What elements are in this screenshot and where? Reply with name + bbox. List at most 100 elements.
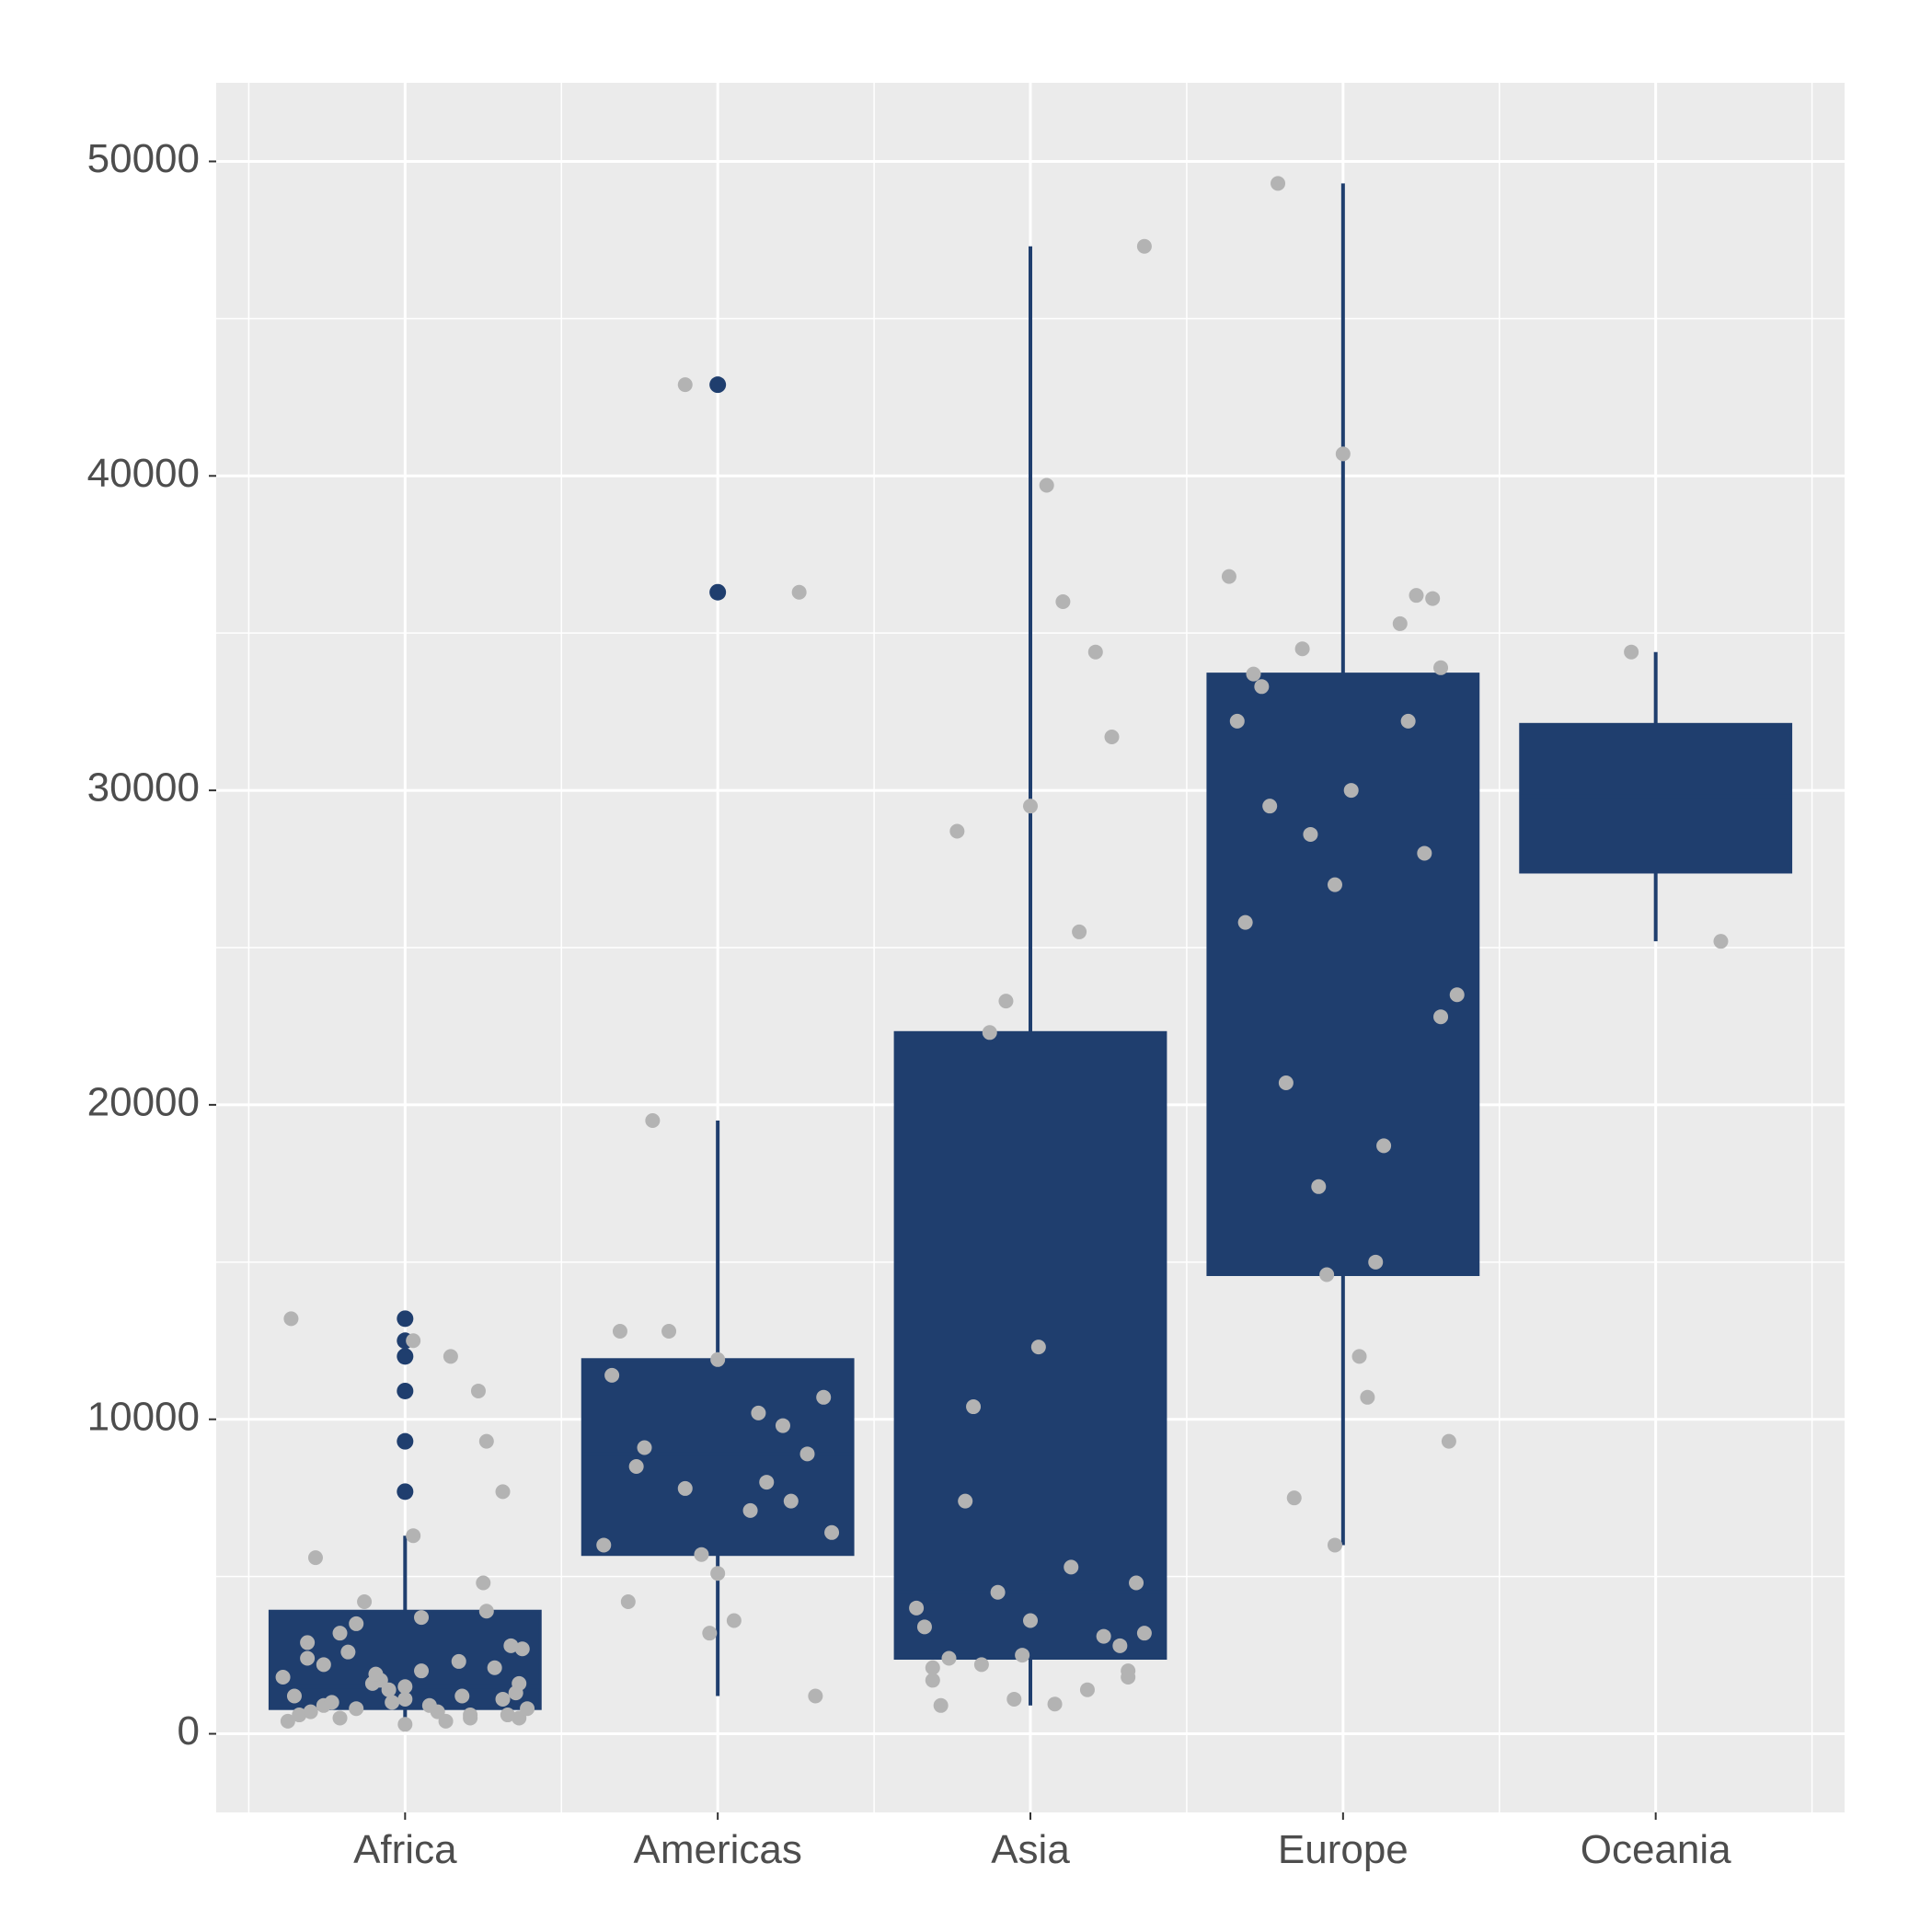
jitter-point	[1040, 478, 1054, 493]
jitter-point	[316, 1657, 331, 1672]
x-tick-label: Americas	[633, 1827, 801, 1872]
jitter-point	[1352, 1349, 1367, 1363]
jitter-point	[1129, 1575, 1144, 1590]
jitter-point	[596, 1537, 611, 1552]
jitter-point	[1097, 1629, 1111, 1644]
jitter-point	[958, 1494, 972, 1509]
jitter-point	[463, 1710, 477, 1725]
jitter-point	[645, 1113, 660, 1128]
jitter-point	[934, 1698, 949, 1713]
jitter-point	[966, 1399, 981, 1414]
jitter-point	[454, 1689, 469, 1704]
jitter-point	[1064, 1559, 1078, 1574]
jitter-point	[496, 1692, 511, 1707]
jitter-point	[304, 1705, 318, 1719]
jitter-point	[397, 1717, 412, 1731]
jitter-point	[974, 1657, 989, 1672]
jitter-point	[661, 1324, 676, 1339]
outlier-point	[397, 1310, 413, 1327]
jitter-point	[1137, 239, 1152, 254]
jitter-point	[1328, 1537, 1342, 1552]
jitter-point	[1442, 1434, 1456, 1449]
jitter-point	[784, 1494, 799, 1509]
jitter-point	[1279, 1075, 1294, 1090]
jitter-point	[1015, 1648, 1029, 1662]
outlier-point	[709, 584, 726, 601]
jitter-point	[500, 1708, 515, 1722]
jitter-point	[991, 1585, 1006, 1600]
jitter-point	[1271, 176, 1285, 190]
y-tick-label: 0	[178, 1708, 200, 1754]
jitter-point	[476, 1575, 490, 1590]
jitter-point	[1319, 1267, 1334, 1282]
jitter-point	[349, 1616, 363, 1631]
jitter-point	[1425, 592, 1440, 606]
jitter-point	[743, 1503, 758, 1518]
box	[895, 1032, 1166, 1658]
jitter-point	[1433, 1009, 1448, 1024]
jitter-point	[1287, 1490, 1302, 1505]
jitter-point	[422, 1698, 437, 1713]
jitter-point	[1238, 915, 1253, 930]
jitter-point	[479, 1434, 494, 1449]
jitter-point	[909, 1601, 924, 1616]
jitter-point	[694, 1547, 708, 1562]
jitter-point	[998, 994, 1013, 1008]
jitter-point	[926, 1673, 940, 1687]
jitter-point	[1222, 569, 1236, 584]
jitter-point	[808, 1689, 822, 1704]
jitter-point	[333, 1710, 348, 1725]
jitter-point	[1137, 1626, 1152, 1640]
jitter-point	[629, 1459, 644, 1474]
jitter-point	[1624, 645, 1639, 660]
jitter-point	[917, 1619, 932, 1634]
jitter-point	[414, 1663, 429, 1678]
jitter-point	[414, 1610, 429, 1625]
jitter-point	[1055, 594, 1070, 609]
jitter-point	[1088, 645, 1103, 660]
jitter-point	[1048, 1696, 1063, 1711]
jitter-point	[792, 585, 807, 600]
jitter-point	[1713, 934, 1728, 949]
jitter-point	[1311, 1179, 1326, 1194]
jitter-point	[406, 1333, 420, 1348]
jitter-point	[926, 1661, 940, 1675]
jitter-point	[1450, 987, 1465, 1002]
jitter-point	[1121, 1670, 1135, 1685]
jitter-point	[1303, 827, 1317, 842]
jitter-point	[1023, 1613, 1038, 1627]
jitter-point	[1344, 783, 1359, 798]
jitter-point	[520, 1701, 535, 1716]
jitter-point	[604, 1368, 619, 1383]
jitter-point	[1230, 714, 1245, 729]
jitter-point	[1417, 845, 1432, 860]
jitter-point	[702, 1626, 717, 1640]
jitter-point	[300, 1651, 315, 1666]
boxplot-chart: 01000020000300004000050000AfricaAmericas…	[0, 0, 1932, 1932]
x-tick-label: Asia	[991, 1827, 1070, 1872]
jitter-point	[776, 1419, 790, 1433]
jitter-point	[678, 1481, 693, 1496]
jitter-point	[710, 1352, 725, 1367]
jitter-point	[1112, 1639, 1127, 1653]
jitter-point	[1080, 1683, 1095, 1697]
y-tick-label: 30000	[87, 765, 200, 811]
jitter-point	[471, 1384, 486, 1398]
outlier-point	[397, 1348, 413, 1364]
jitter-point	[727, 1613, 742, 1627]
jitter-point	[1072, 925, 1087, 939]
jitter-point	[1328, 878, 1342, 892]
jitter-point	[325, 1695, 339, 1709]
jitter-point	[621, 1594, 636, 1609]
x-tick-label: Africa	[353, 1827, 457, 1872]
x-tick-label: Oceania	[1581, 1827, 1731, 1872]
jitter-point	[678, 377, 693, 392]
jitter-point	[710, 1566, 725, 1581]
jitter-point	[1262, 799, 1277, 813]
y-tick-label: 10000	[87, 1394, 200, 1439]
jitter-point	[816, 1390, 831, 1405]
jitter-point	[333, 1626, 348, 1640]
jitter-point	[385, 1695, 399, 1709]
y-tick-label: 40000	[87, 451, 200, 496]
outlier-point	[397, 1433, 413, 1450]
